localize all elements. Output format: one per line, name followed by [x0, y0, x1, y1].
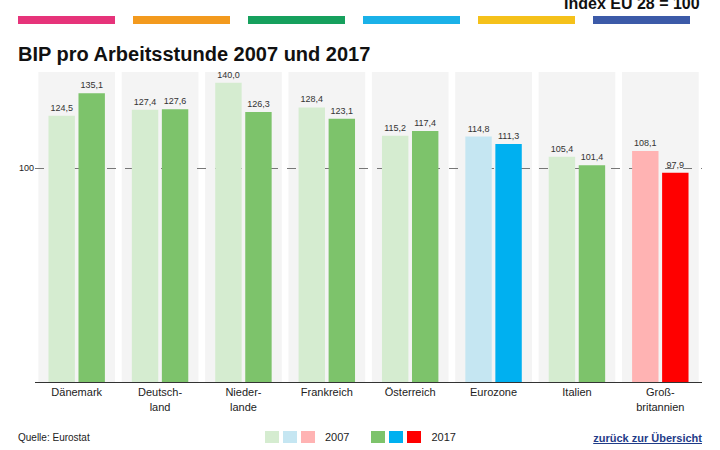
html-text:Quelle: Eurostat: Quelle: Eurostat	[18, 432, 90, 443]
html-text:2007: 2007	[325, 431, 350, 444]
svg-text:124,5: 124,5	[50, 103, 73, 113]
svg-text:Eurozone: Eurozone	[470, 386, 517, 398]
svg-text:114,8: 114,8	[468, 124, 490, 134]
svg-text:127,4: 127,4	[134, 97, 157, 107]
svg-text:Deutsch-land: Deutsch-land	[138, 386, 182, 412]
svg-text:105,4: 105,4	[551, 144, 574, 154]
svg-text:97,9: 97,9	[667, 160, 685, 170]
svg-text:111,3: 111,3	[498, 131, 519, 141]
svg-text:101,4: 101,4	[581, 152, 604, 162]
svg-text:135,1: 135,1	[80, 80, 103, 90]
html-text:2017: 2017	[431, 431, 456, 444]
html-text:zurück zur Übersicht: zurück zur Übersicht	[593, 432, 702, 444]
svg-text:Dänemark: Dänemark	[51, 386, 102, 398]
svg-text:Österreich: Österreich	[385, 386, 436, 398]
svg-text:123,1: 123,1	[331, 106, 354, 116]
svg-text:127,6: 127,6	[164, 96, 187, 106]
svg-text:115,2: 115,2	[384, 123, 406, 133]
svg-text:108,1: 108,1	[634, 138, 657, 148]
svg-text:Groß-britannien: Groß-britannien	[636, 386, 684, 412]
svg-text:Nieder-lande: Nieder-lande	[225, 386, 261, 412]
svg-text:117,4: 117,4	[414, 118, 436, 128]
svg-text:BIP pro Arbeitsstunde 2007 und: BIP pro Arbeitsstunde 2007 und 2017	[18, 43, 370, 65]
svg-text:128,4: 128,4	[301, 94, 324, 104]
svg-text:Index EU 28 = 100: Index EU 28 = 100	[564, 0, 700, 12]
svg-text:126,3: 126,3	[247, 99, 270, 109]
svg-text:140,0: 140,0	[217, 70, 240, 80]
svg-text:Italien: Italien	[562, 386, 591, 398]
svg-text:100: 100	[19, 163, 34, 173]
svg-text:Frankreich: Frankreich	[301, 386, 353, 398]
